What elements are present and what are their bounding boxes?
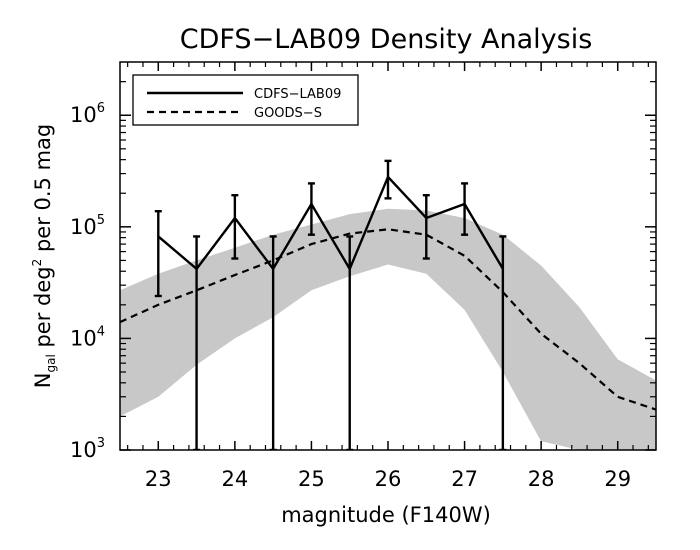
y-tick-label: 105: [70, 213, 105, 239]
chart-title: CDFS−LAB09 Density Analysis: [180, 24, 593, 55]
goods-s-uncertainty-band: [120, 208, 656, 450]
x-tick-label: 24: [221, 467, 248, 491]
y-tick-label: 103: [70, 436, 105, 462]
x-tick-label: 28: [528, 467, 555, 491]
goods-s-series-line: [120, 228, 656, 411]
x-tick-label: 27: [451, 467, 478, 491]
y-axis-ticks: 103 104 105 106: [70, 81, 656, 462]
x-axis-ticks: 23 24 25 26 27 28 29: [127, 62, 649, 491]
cdfs-lab09-error-bars: [154, 159, 507, 450]
legend-label-cdfs-lab09: CDFS−LAB09: [254, 87, 341, 102]
y-tick-label: 104: [70, 324, 105, 350]
y-axis-label: Ngal per deg2 per 0.5 mag: [30, 124, 58, 388]
y-tick-label: 106: [70, 101, 105, 127]
x-tick-label: 26: [375, 467, 402, 491]
x-tick-label: 29: [604, 467, 631, 491]
x-tick-label: 23: [145, 467, 172, 491]
plot-content: [120, 159, 656, 450]
legend: CDFS−LAB09 GOODS−S: [132, 74, 359, 126]
x-tick-label: 25: [298, 467, 325, 491]
x-axis-label: magnitude (F140W): [281, 503, 491, 527]
legend-box: [132, 74, 359, 126]
legend-label-goods-s: GOODS−S: [254, 106, 322, 121]
cdfs-lab09-series-line: [157, 174, 504, 272]
